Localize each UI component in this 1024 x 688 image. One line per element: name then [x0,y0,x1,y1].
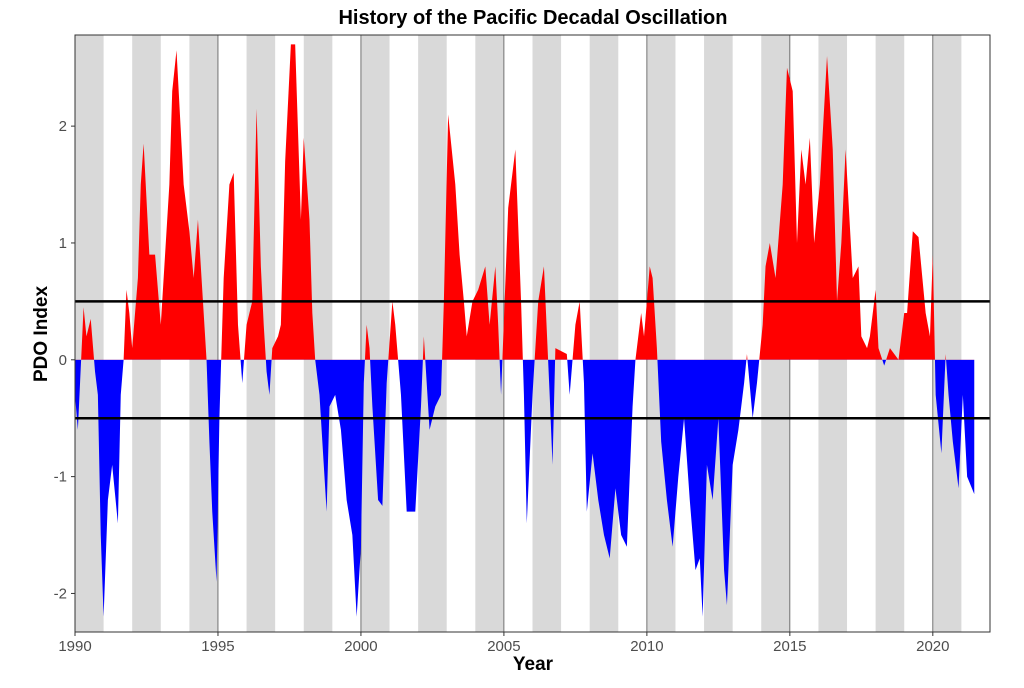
y-tick-label: -2 [54,585,67,602]
year-stripe [875,35,905,632]
panel-border [74,34,991,633]
x-tick-label: 2000 [344,638,377,655]
y-axis-title: PDO Index [31,286,52,383]
x-tick-label: 2015 [773,638,806,655]
y-tick-label: -1 [54,469,67,486]
year-stripe [360,35,390,632]
x-tick-label: 1990 [58,638,91,655]
x-tick-label: 2010 [630,638,663,655]
x-axis-title: Year [513,654,554,675]
y-tick-label: 2 [59,118,67,135]
area-negative [75,359,975,617]
x-tick-label: 1995 [201,638,234,655]
y-tick-label: 1 [59,235,67,252]
year-stripe [589,35,619,632]
y-tick-label: 0 [59,352,67,369]
chart-title: History of the Pacific Decadal Oscillati… [338,7,727,29]
x-tick-label: 2005 [487,638,520,655]
area-positive [81,44,947,360]
year-stripe [418,35,447,632]
x-tick-label: 2020 [916,638,949,655]
year-stripe [932,35,962,632]
